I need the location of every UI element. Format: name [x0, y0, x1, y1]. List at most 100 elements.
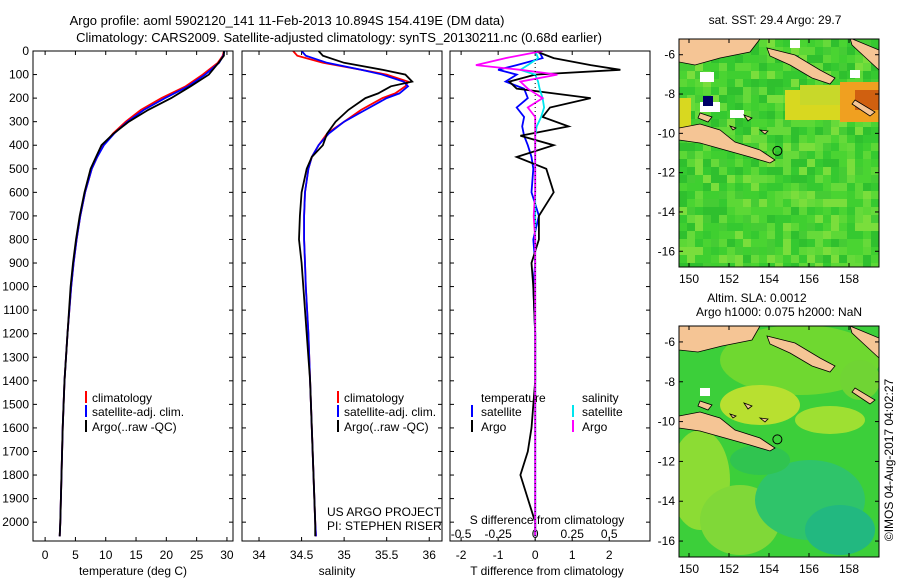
- difference-legend: temperature salinity satellite Argo sate…: [471, 391, 623, 434]
- sst-cell: [863, 255, 871, 263]
- sst-cell: [815, 191, 823, 199]
- sst-cell: [855, 191, 863, 199]
- sst-cell: [727, 127, 735, 135]
- sst-cell: [695, 95, 703, 103]
- sst-cell: [767, 199, 775, 207]
- sst-cell: [807, 79, 815, 87]
- sst-cell: [719, 183, 727, 191]
- sst-cell: [695, 191, 703, 199]
- sst-cell: [711, 71, 719, 79]
- sst-cell: [863, 39, 871, 47]
- sst-cell: [799, 135, 807, 143]
- sst-cell: [815, 63, 823, 71]
- sst-cell: [815, 255, 823, 263]
- sst-cell: [831, 39, 839, 47]
- sst-cell: [735, 159, 743, 167]
- sst-cell: [775, 255, 783, 263]
- sst-cell: [783, 63, 791, 71]
- sst-cell: [703, 159, 711, 167]
- sst-cell: [831, 191, 839, 199]
- sst-cell: [775, 199, 783, 207]
- sst-cell: [711, 223, 719, 231]
- sst-cell: [743, 135, 751, 143]
- sst-cell: [807, 239, 815, 247]
- sst-cell: [871, 263, 879, 267]
- sst-cell: [767, 159, 775, 167]
- salinity-panel: 34 34.5 35 35.5 36 salinity climatology sate…: [241, 50, 443, 578]
- sst-cell: [791, 71, 799, 79]
- sst-cell: [775, 175, 783, 183]
- depth-tick-label: 1700: [2, 444, 29, 458]
- depth-tick-label: 1200: [2, 327, 29, 341]
- copyright-timestamp: ©IMOS 04-Aug-2017 04:02:27: [882, 379, 896, 542]
- sst-cell: [695, 263, 703, 267]
- sst-cell: [679, 215, 687, 223]
- sst-cell: [839, 231, 847, 239]
- sst-cell: [807, 231, 815, 239]
- legend-label-t-satellite: satellite: [481, 405, 522, 419]
- sst-cell: [831, 247, 839, 255]
- sst-cell: [727, 239, 735, 247]
- sst-cell: [767, 175, 775, 183]
- sst-cell: [695, 207, 703, 215]
- sst-cell: [767, 71, 775, 79]
- sst-cell: [735, 263, 743, 267]
- sst-cell: [863, 199, 871, 207]
- latitude-tick-label: -10: [658, 126, 676, 140]
- sst-cell: [775, 191, 783, 199]
- depth-tick-label: 1300: [2, 350, 29, 364]
- sst-cell: [847, 167, 855, 175]
- x-tick-label: 5: [72, 548, 79, 562]
- sst-cell: [847, 39, 855, 47]
- sst-cell: [767, 127, 775, 135]
- sst-cell: [735, 231, 743, 239]
- sst-cell: [815, 135, 823, 143]
- sst-cell: [687, 247, 695, 255]
- sst-cell: [775, 159, 783, 167]
- sst-cell: [767, 207, 775, 215]
- sst-cell: [759, 263, 767, 267]
- sst-cell: [815, 47, 823, 55]
- sst-cell: [823, 135, 831, 143]
- sst-cell: [775, 231, 783, 239]
- sst-cell: [711, 119, 719, 127]
- depth-tick-label: 800: [9, 232, 29, 246]
- sst-cell: [759, 247, 767, 255]
- sst-cell: [743, 159, 751, 167]
- sst-cell: [719, 247, 727, 255]
- sst-cell: [871, 159, 879, 167]
- sst-cell: [759, 95, 767, 103]
- sst-cell: [855, 255, 863, 263]
- depth-tick-label: 2000: [2, 515, 29, 529]
- sst-cell: [815, 127, 823, 135]
- sst-cell: [831, 159, 839, 167]
- sst-cell: [735, 183, 743, 191]
- figure-title-line2: Climatology: CARS2009. Satellite-adjuste…: [76, 30, 602, 45]
- sst-cell: [751, 119, 759, 127]
- sst-cell: [711, 255, 719, 263]
- sst-cell: [839, 207, 847, 215]
- sst-cell: [831, 151, 839, 159]
- sst-cell: [703, 231, 711, 239]
- sst-cell: [751, 63, 759, 71]
- sst-cell: [847, 199, 855, 207]
- sst-cell: [807, 191, 815, 199]
- latitude-tick-label: -8: [664, 87, 675, 101]
- sst-cell: [719, 63, 727, 71]
- sst-cell: [855, 183, 863, 191]
- sst-cell: [823, 63, 831, 71]
- sst-cell: [695, 255, 703, 263]
- sst-cell: [783, 255, 791, 263]
- sst-cell: [727, 79, 735, 87]
- sst-cell: [687, 175, 695, 183]
- sst-cell: [759, 167, 767, 175]
- sst-cell: [727, 55, 735, 63]
- sst-cell: [751, 143, 759, 151]
- sst-cell: [695, 247, 703, 255]
- sst-cell: [815, 167, 823, 175]
- sst-cell: [863, 191, 871, 199]
- sst-cell: [743, 223, 751, 231]
- sst-cell: [703, 263, 711, 267]
- sst-cell: [815, 175, 823, 183]
